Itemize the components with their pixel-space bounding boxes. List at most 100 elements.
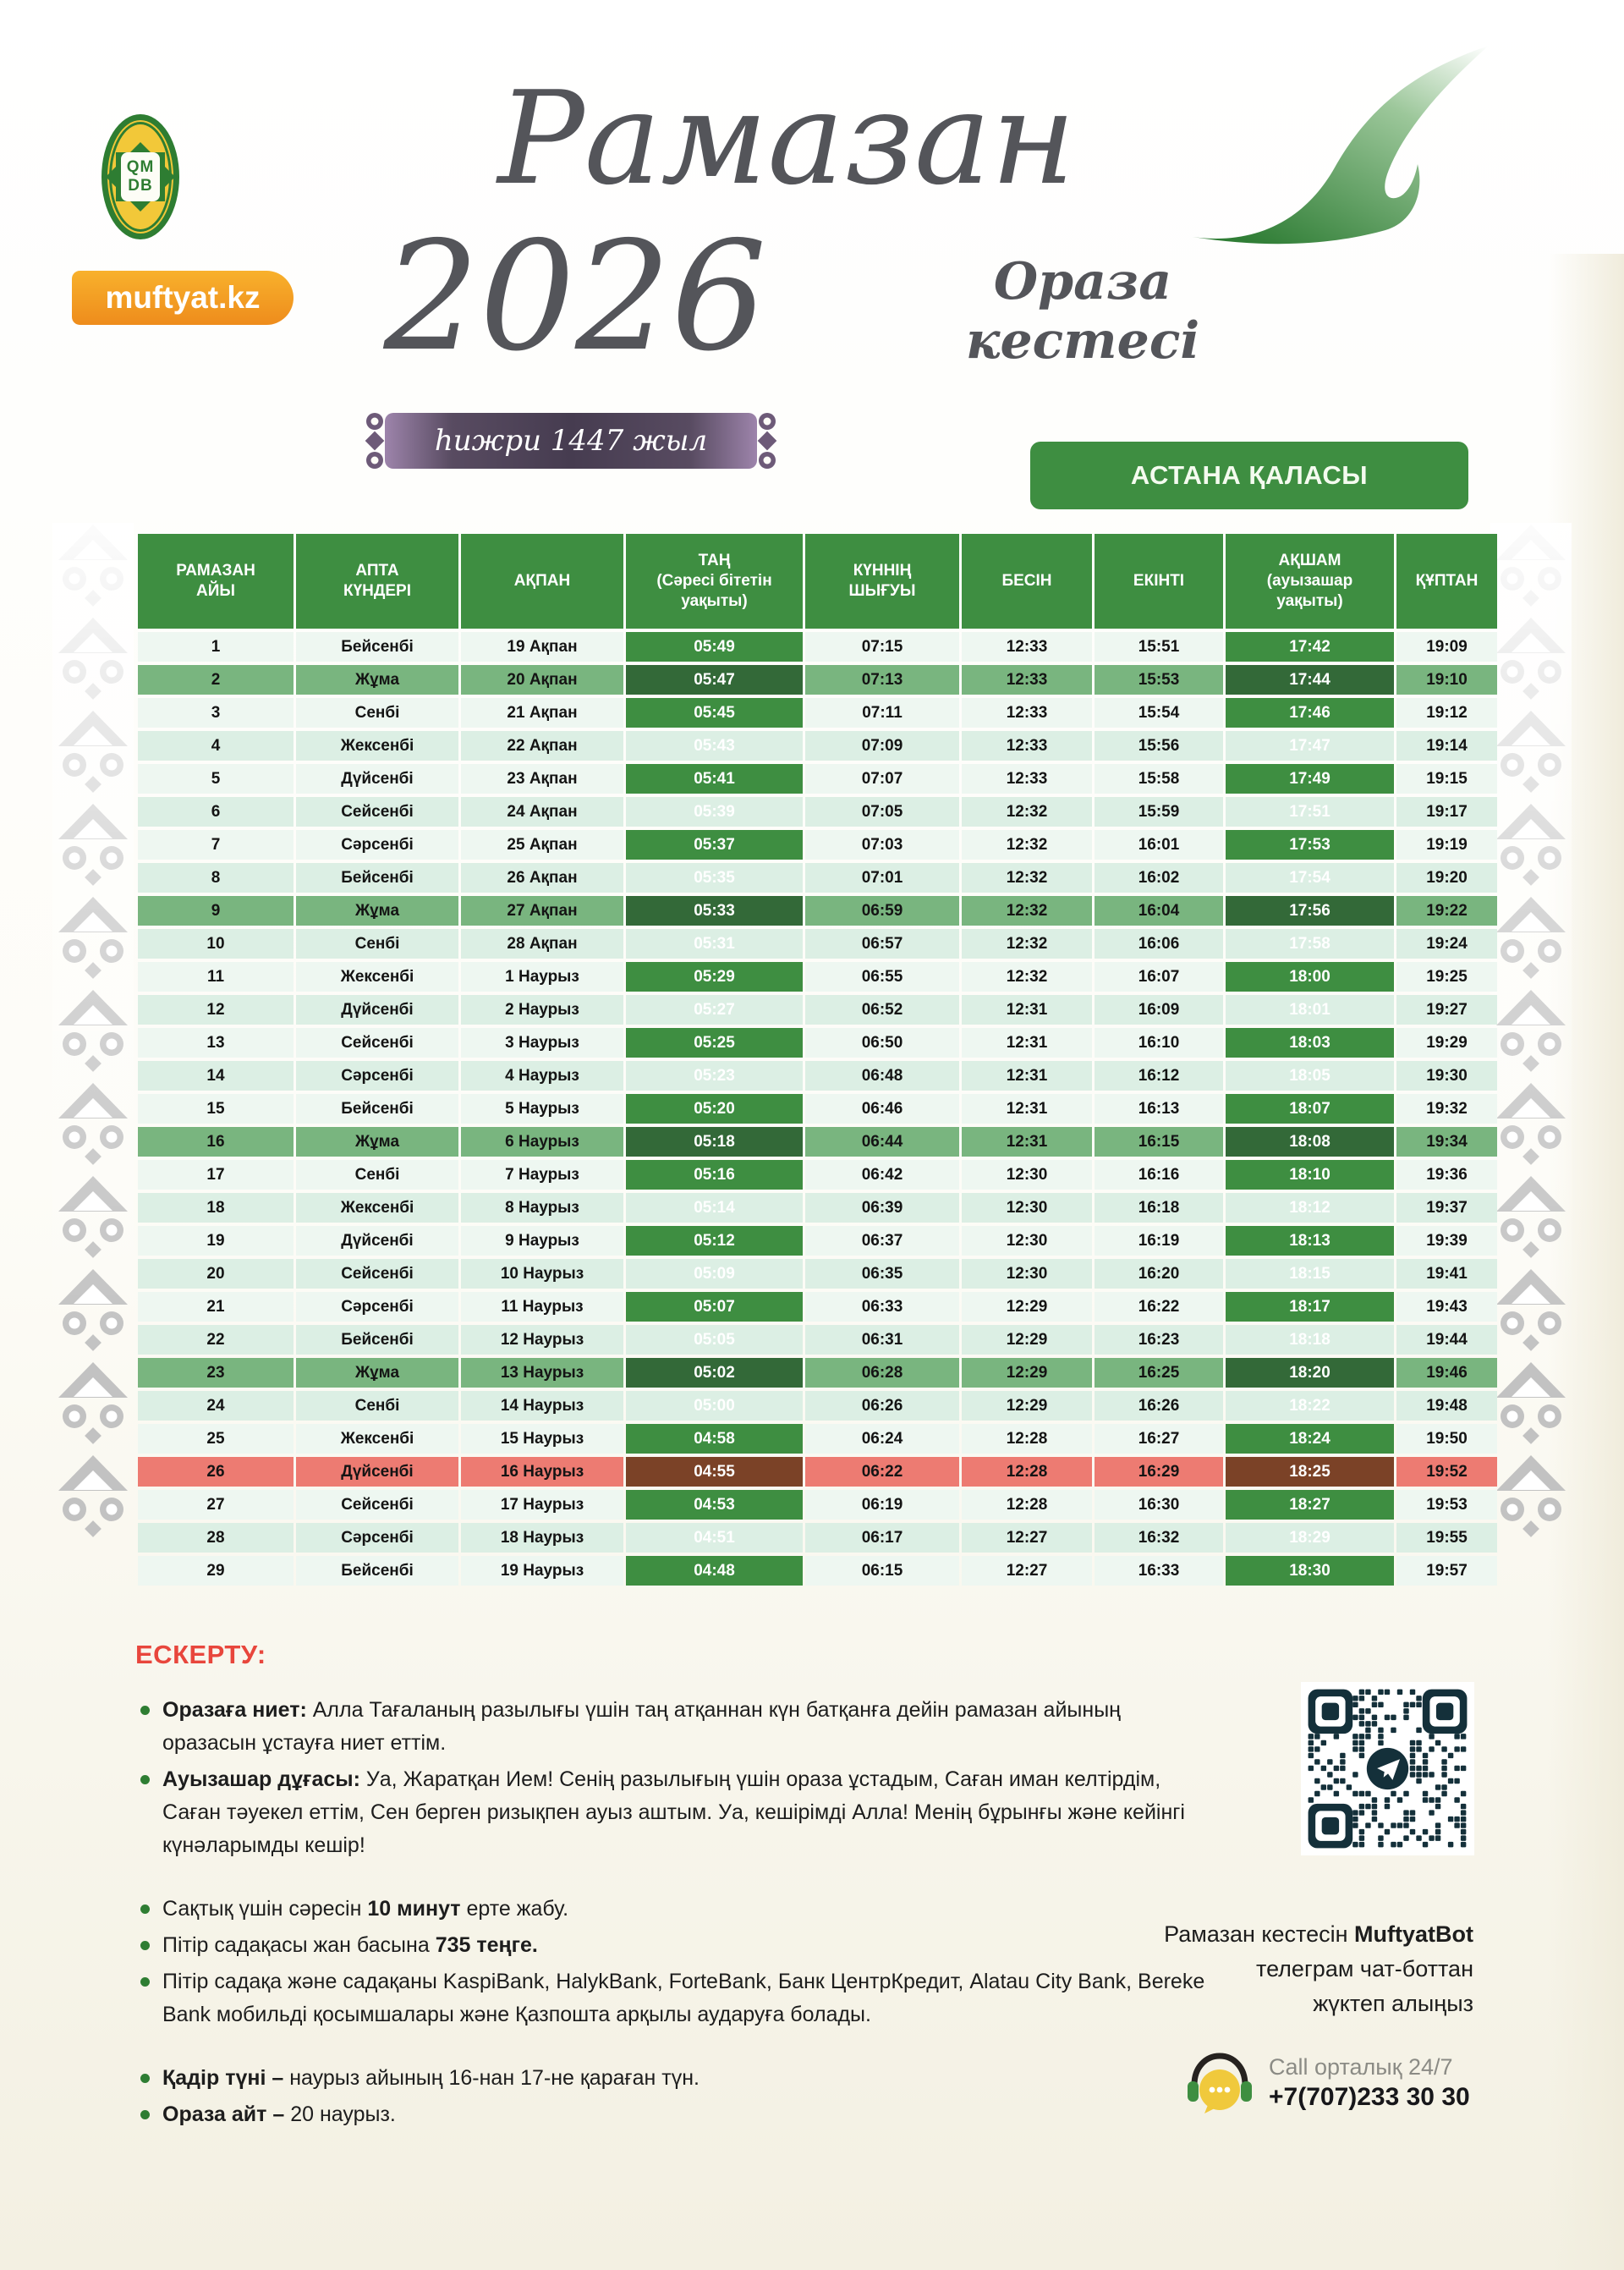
cell-ekinti: 16:30: [1095, 1490, 1223, 1520]
cell-sunrise: 06:31: [805, 1325, 959, 1355]
cell-besin: 12:28: [962, 1457, 1092, 1487]
text-segment: 10 минут: [367, 1897, 461, 1921]
cell-day: 19: [138, 1226, 294, 1256]
cell-date: 13 Наурыз: [461, 1358, 623, 1388]
table-row: 13 Сейсенбі 3 Наурыз 05:25 06:50 12:31 16:10 18…: [138, 1028, 1497, 1058]
cell-weekday: Бейсенбі: [296, 863, 458, 893]
cell-day: 2: [138, 665, 294, 695]
cell-tan: 05:47: [626, 665, 803, 695]
cell-aqsham: 18:30: [1226, 1556, 1394, 1586]
cell-quptan: 19:20: [1396, 863, 1497, 893]
cell-date: 25 Ақпан: [461, 830, 623, 860]
cell-besin: 12:30: [962, 1226, 1092, 1256]
phone-number: +7(707)233 30 30: [1269, 2083, 1470, 2111]
text-segment: Пітір садақа және садақаны KaspiBank, Ha…: [162, 1970, 1205, 2026]
cell-date: 1 Наурыз: [461, 962, 623, 992]
note-item: Пітір садақасы жан басына 735 теңге.: [135, 1929, 1210, 1962]
qr-caption: Рамазан кестесін MuftyatBot телеграм чат-…: [1091, 1917, 1473, 2021]
cell-weekday: Дүйсенбі: [296, 995, 458, 1025]
cell-quptan: 19:50: [1396, 1424, 1497, 1454]
cell-tan: 04:53: [626, 1490, 803, 1520]
cell-sunrise: 06:37: [805, 1226, 959, 1256]
cell-besin: 12:32: [962, 863, 1092, 893]
cell-aqsham: 18:15: [1226, 1259, 1394, 1289]
cell-quptan: 19:17: [1396, 797, 1497, 827]
cell-quptan: 19:37: [1396, 1193, 1497, 1223]
text-segment: Пітір садақасы жан басына: [162, 1933, 436, 1957]
wave-decoration: [1193, 46, 1489, 245]
column-header: АПТА КҮНДЕРІ: [296, 534, 458, 629]
cell-aqsham: 17:53: [1226, 830, 1394, 860]
cell-besin: 12:29: [962, 1358, 1092, 1388]
table-row: 23 Жұма 13 Наурыз 05:02 06:28 12:29 16:25 18:20…: [138, 1358, 1497, 1388]
cell-day: 9: [138, 896, 294, 926]
cell-quptan: 19:19: [1396, 830, 1497, 860]
cell-besin: 12:29: [962, 1391, 1092, 1421]
cell-date: 14 Наурыз: [461, 1391, 623, 1421]
cell-aqsham: 18:24: [1226, 1424, 1394, 1454]
cell-besin: 12:31: [962, 1061, 1092, 1091]
notes-list: Оразаға ниет: Алла Тағаланың разылығы үш…: [135, 1694, 1210, 2135]
text-segment: наурыз айының 16-нан 17-не қараған түн.: [289, 2066, 700, 2090]
cell-besin: 12:33: [962, 632, 1092, 662]
cell-tan: 05:05: [626, 1325, 803, 1355]
cell-date: 22 Ақпан: [461, 731, 623, 761]
cell-ekinti: 16:07: [1095, 962, 1223, 992]
cell-aqsham: 17:46: [1226, 698, 1394, 728]
oraza-subtitle: Ораза кестесі: [965, 252, 1200, 371]
cell-weekday: Дүйсенбі: [296, 1226, 458, 1256]
column-header: БЕСІН: [962, 534, 1092, 629]
cell-ekinti: 16:09: [1095, 995, 1223, 1025]
cell-tan: 05:02: [626, 1358, 803, 1388]
headset-icon: [1188, 2053, 1252, 2113]
cell-tan: 05:27: [626, 995, 803, 1025]
cell-tan: 05:39: [626, 797, 803, 827]
cell-ekinti: 15:53: [1095, 665, 1223, 695]
cell-date: 6 Наурыз: [461, 1127, 623, 1157]
cell-weekday: Жексенбі: [296, 962, 458, 992]
cell-sunrise: 07:13: [805, 665, 959, 695]
table-row: 7 Сәрсенбі 25 Ақпан 05:37 07:03 12:32 16:01 17:…: [138, 830, 1497, 860]
cell-quptan: 19:46: [1396, 1358, 1497, 1388]
table-row: 24 Сенбі 14 Наурыз 05:00 06:26 12:29 16:26 18:2…: [138, 1391, 1497, 1421]
cell-date: 9 Наурыз: [461, 1226, 623, 1256]
timetable-header: РАМАЗАН АЙЫ АПТА КҮНДЕРІ АҚПАН ТАҢ (Сәресі …: [138, 534, 1497, 629]
cell-tan: 05:49: [626, 632, 803, 662]
text-segment: Уа, Жаратқан Ием! Сенің разылығың үшін о…: [162, 1767, 1185, 1857]
cell-aqsham: 17:47: [1226, 731, 1394, 761]
cell-aqsham: 18:08: [1226, 1127, 1394, 1157]
text-segment: Алла Тағаланың разылығы үшін таң атқанна…: [162, 1698, 1121, 1755]
note-item: Ауызашар дұғасы: Уа, Жаратқан Ием! Сенің…: [135, 1763, 1210, 1862]
cell-quptan: 19:22: [1396, 896, 1497, 926]
column-header: РАМАЗАН АЙЫ: [138, 534, 294, 629]
cell-sunrise: 06:15: [805, 1556, 959, 1586]
note-item: Пітір садақа және садақаны KaspiBank, Ha…: [135, 1965, 1210, 2031]
table-row: 11 Жексенбі 1 Наурыз 05:29 06:55 12:32 16:07 18…: [138, 962, 1497, 992]
cell-ekinti: 15:51: [1095, 632, 1223, 662]
muftyat-badge[interactable]: muftyat.kz: [72, 271, 294, 325]
qr-caption-line: Рамазан кестесін MuftyatBot: [1091, 1917, 1473, 1952]
cell-date: 3 Наурыз: [461, 1028, 623, 1058]
cell-besin: 12:27: [962, 1523, 1092, 1553]
cell-sunrise: 06:55: [805, 962, 959, 992]
cell-day: 27: [138, 1490, 294, 1520]
city-button[interactable]: АСТАНА ҚАЛАСЫ: [1030, 442, 1468, 509]
cell-ekinti: 16:01: [1095, 830, 1223, 860]
cell-sunrise: 06:19: [805, 1490, 959, 1520]
cell-ekinti: 16:29: [1095, 1457, 1223, 1487]
cell-quptan: 19:24: [1396, 929, 1497, 959]
cell-sunrise: 06:46: [805, 1094, 959, 1124]
cell-day: 20: [138, 1259, 294, 1289]
cell-tan: 05:18: [626, 1127, 803, 1157]
cell-date: 11 Наурыз: [461, 1292, 623, 1322]
cell-weekday: Бейсенбі: [296, 1094, 458, 1124]
cell-date: 16 Наурыз: [461, 1457, 623, 1487]
cell-ekinti: 16:22: [1095, 1292, 1223, 1322]
cell-date: 5 Наурыз: [461, 1094, 623, 1124]
cell-day: 13: [138, 1028, 294, 1058]
cell-aqsham: 18:01: [1226, 995, 1394, 1025]
cell-tan: 05:33: [626, 896, 803, 926]
table-row: 1 Бейсенбі 19 Ақпан 05:49 07:15 12:33 15:51 17:…: [138, 632, 1497, 662]
cell-aqsham: 18:22: [1226, 1391, 1394, 1421]
table-row: 15 Бейсенбі 5 Наурыз 05:20 06:46 12:31 16:13 18…: [138, 1094, 1497, 1124]
